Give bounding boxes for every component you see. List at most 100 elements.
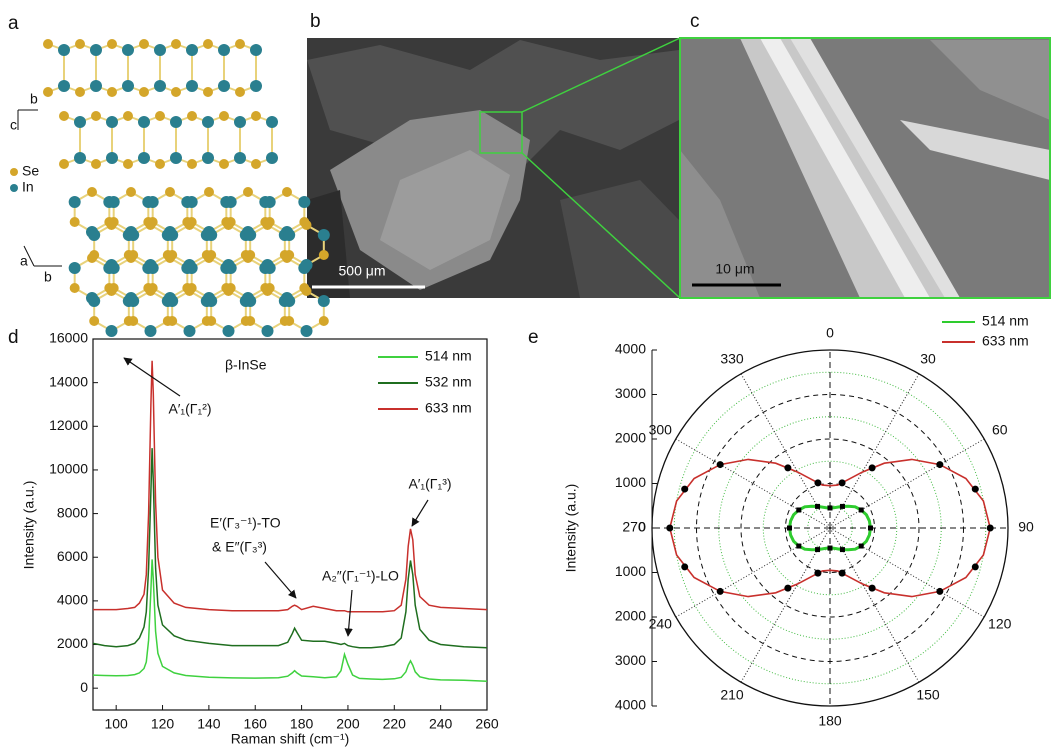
data-point (838, 479, 846, 487)
atom-in (224, 262, 237, 274)
grid-circle (740, 438, 920, 618)
data-point (858, 507, 864, 513)
atom-se (203, 87, 213, 97)
panel-c-frame (679, 37, 1051, 299)
x-tick-label: 260 (475, 716, 499, 732)
y-tick-label: 14000 (49, 373, 88, 389)
legend-label: 514 nm (425, 348, 472, 364)
data-point (815, 503, 821, 509)
y-tick-label: 0 (80, 679, 88, 695)
atom-in (106, 116, 118, 128)
x-tick-label: 240 (429, 716, 453, 732)
panel-label: e (528, 327, 539, 348)
angle-label: 60 (992, 422, 1008, 438)
atom-label: In (22, 179, 34, 195)
data-point (796, 507, 802, 513)
annotation: & E″(Γ₃³) (212, 539, 267, 555)
atom-se (235, 39, 245, 49)
data-point (814, 479, 822, 487)
atom-se (284, 316, 295, 326)
atom-se (204, 253, 214, 263)
atom-label: Se (22, 163, 39, 179)
atom-in (202, 116, 214, 128)
atom-in (138, 116, 150, 128)
atom-se (165, 187, 175, 197)
data-point (971, 485, 979, 493)
angle-label: 0 (826, 325, 834, 341)
atom-in (127, 229, 140, 241)
sem-image-b (307, 38, 679, 298)
data-point (681, 485, 689, 493)
y-axis-title: Intensity (a.u.) (563, 484, 579, 573)
y-tick-label: 4000 (615, 341, 646, 357)
y-tick-label: 2000 (615, 430, 646, 446)
data-point (868, 584, 876, 592)
x-tick-label: 160 (244, 716, 268, 732)
atom-in (74, 116, 86, 128)
y-tick-label: 2000 (57, 635, 88, 651)
atom-se (171, 39, 181, 49)
atom-in (298, 196, 311, 208)
atom-se (219, 111, 229, 121)
zoom-line (521, 37, 681, 113)
data-point (681, 563, 689, 571)
plot-frame (92, 338, 488, 711)
atom-in (186, 80, 198, 92)
atom-in (234, 116, 246, 128)
data-point (971, 563, 979, 571)
scale-text: 10 μm (715, 261, 754, 277)
annotation: E′(Γ₃⁻¹)-TO (210, 515, 281, 531)
data-point (867, 525, 873, 531)
atom-in (107, 196, 120, 208)
atom-se (106, 220, 117, 230)
annotation: A′₁(Γ₁³) (408, 476, 451, 492)
annotation-arrow (264, 561, 297, 599)
data-point (858, 543, 864, 549)
y-axis-title: Intensity (a.u.) (21, 481, 37, 570)
annotation: A₂″(Γ₁⁻¹)-LO (322, 568, 399, 584)
atom-se (128, 316, 139, 326)
y-tick-label: 3000 (615, 652, 646, 668)
data-point (666, 524, 674, 532)
atom-in (283, 229, 296, 241)
legend-atom (10, 184, 18, 192)
atom-se (282, 187, 292, 197)
data-point (784, 584, 792, 592)
angle-label: 120 (988, 616, 1012, 632)
axis-arrows (17, 109, 38, 130)
legend-label: 514 nm (982, 313, 1029, 329)
atom-in (68, 196, 81, 208)
atom-in (68, 262, 81, 274)
atom-in (186, 44, 198, 56)
atom-se (75, 87, 85, 97)
x-tick-label: 200 (336, 716, 360, 732)
atom-se (206, 316, 217, 326)
atom-in (298, 262, 311, 274)
atom-se (107, 87, 117, 97)
atom-in (122, 44, 134, 56)
atom-in (170, 152, 182, 164)
atom-in (266, 152, 278, 164)
atom-in (144, 325, 157, 337)
data-point (838, 569, 846, 577)
zoom-box (479, 111, 523, 154)
atom-in (261, 325, 274, 337)
atom-se (87, 187, 97, 197)
atom-se (184, 220, 195, 230)
atom-se (91, 111, 101, 121)
angle-label: 210 (720, 687, 744, 703)
atom-se (155, 111, 165, 121)
atom-in (185, 262, 198, 274)
atom-se (245, 316, 256, 326)
atom-in (185, 196, 198, 208)
y-tick-label: 2000 (615, 608, 646, 624)
atom-se (123, 159, 133, 169)
data-point (815, 547, 821, 553)
atom-in (74, 152, 86, 164)
atom-in (146, 262, 159, 274)
atom-se (223, 220, 234, 230)
atom-in (90, 80, 102, 92)
atom-se (59, 111, 69, 121)
atom-se (219, 159, 229, 169)
